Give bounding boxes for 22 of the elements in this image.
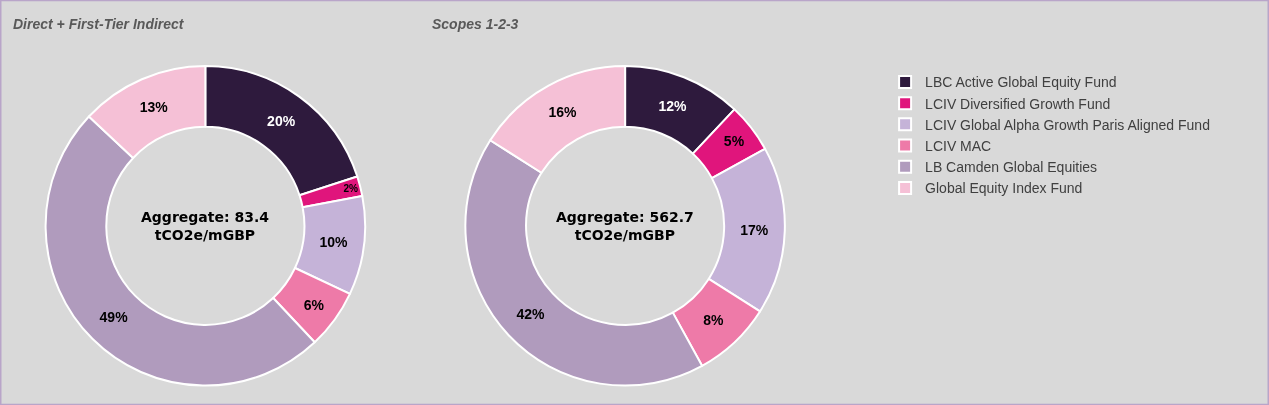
data-label: 10%: [319, 234, 349, 251]
data-label: 17%: [740, 221, 769, 238]
data-label: 49%: [99, 309, 129, 326]
data-label: 6%: [303, 296, 325, 313]
data-label: 5%: [723, 133, 745, 150]
data-label: 42%: [516, 306, 546, 323]
data-label: 8%: [703, 312, 725, 329]
text: Aggregate: 562.7 tCO2e/mGBP: [556, 209, 694, 244]
legend-label: Global Equity Index Fund: [925, 180, 1083, 197]
legend-label: LB Camden Global Equities: [925, 159, 1098, 176]
legend-label: LCIV MAC: [925, 138, 992, 155]
data-label: 13%: [139, 99, 169, 116]
data-label: 12%: [658, 97, 688, 114]
legend-label: LBC Active Global Equity Fund: [925, 74, 1117, 91]
chart-title: Scopes 1-2-3: [432, 16, 519, 32]
data-label: 20%: [267, 113, 296, 130]
data-label: 16%: [548, 104, 578, 121]
legend-label: LCIV Global Alpha Growth Paris Aligned Fund: [925, 116, 1210, 133]
text: Aggregate: 83.4 tCO2e/mGBP: [141, 209, 270, 244]
legend-label: LCIV Diversified Growth Fund: [925, 95, 1111, 112]
chart-title: Direct + First-Tier Indirect: [13, 16, 185, 32]
data-label: 2%: [343, 183, 359, 195]
